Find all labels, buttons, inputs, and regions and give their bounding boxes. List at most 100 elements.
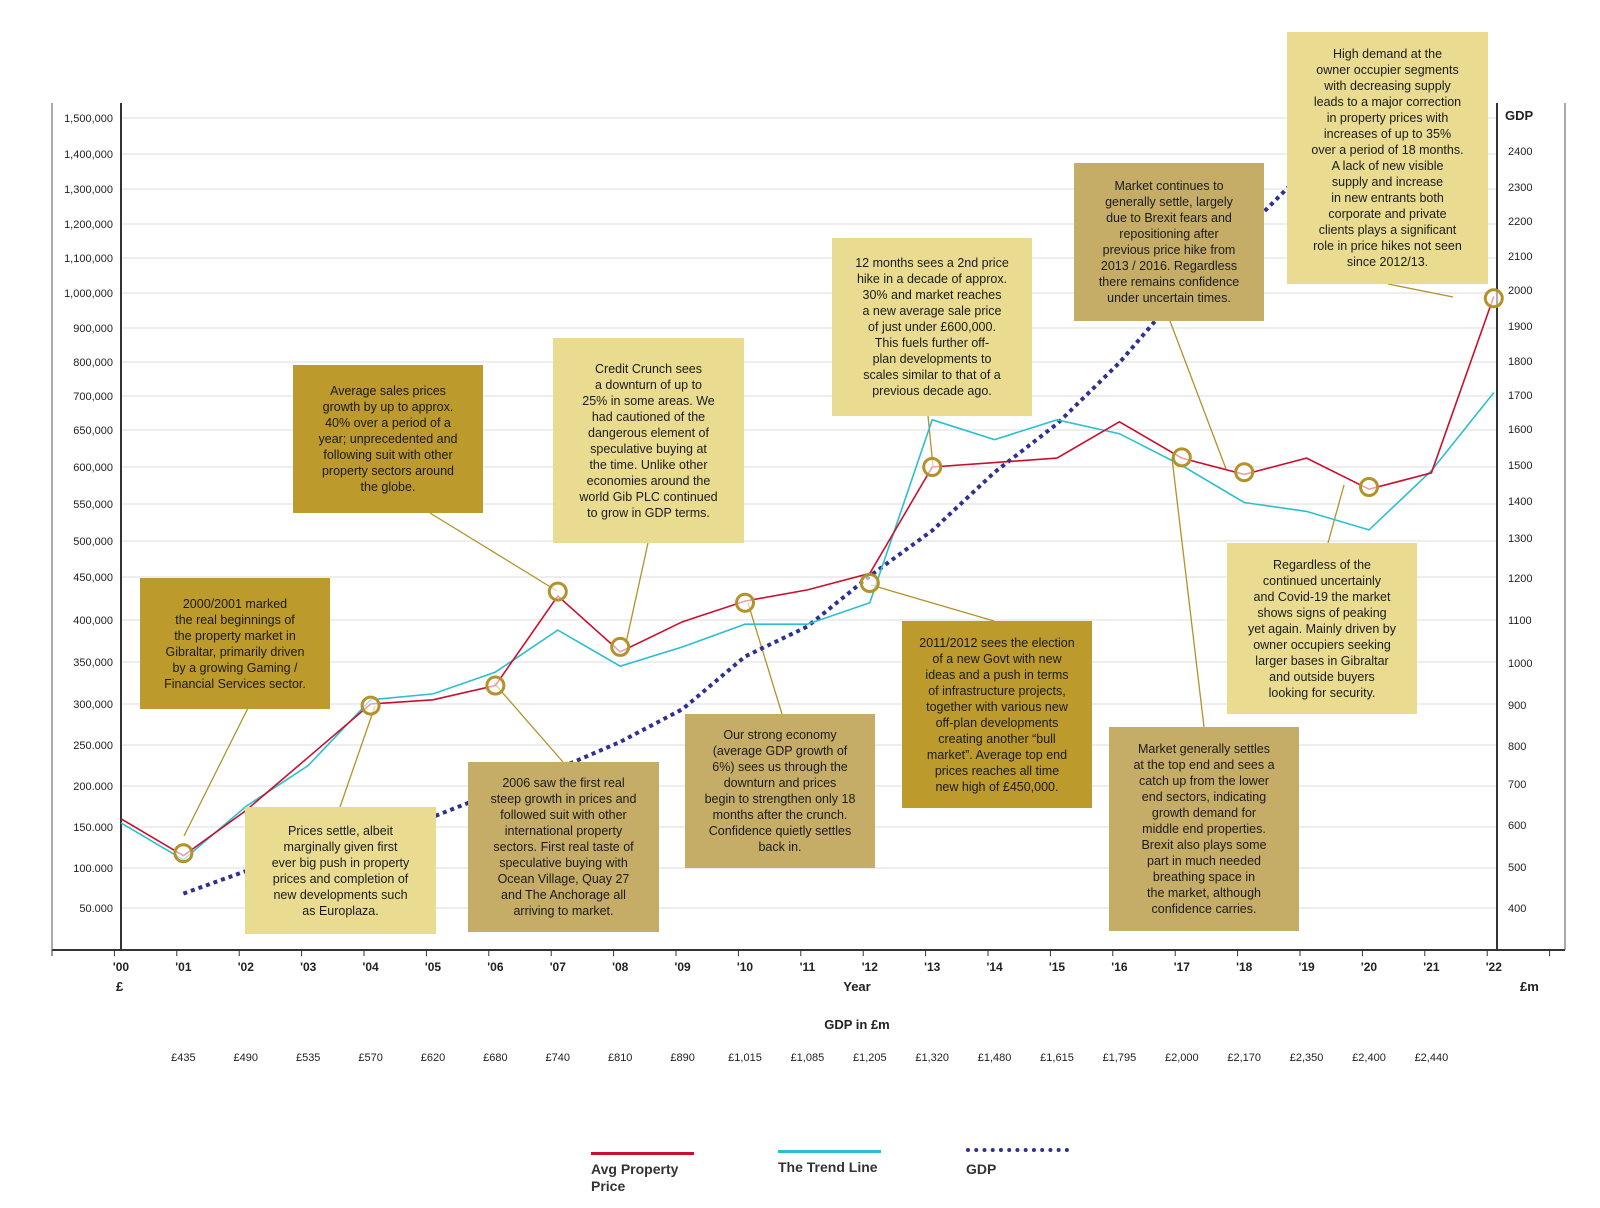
left-tick-label: 50.000 — [79, 903, 113, 915]
annotation-markers — [173, 288, 1504, 864]
right-tick-label: 1500 — [1508, 460, 1532, 472]
right-tick-label: 2300 — [1508, 182, 1532, 194]
annotation-marker — [610, 636, 631, 657]
right-tick-label: 1000 — [1508, 658, 1532, 670]
avg-property-price-line — [120, 296, 1495, 857]
gdp-row-title: GDP in £m — [824, 1017, 890, 1032]
gdp-value-label: £1,795 — [1103, 1052, 1137, 1064]
left-tick-label: 600,000 — [73, 462, 113, 474]
annotation-connector — [183, 703, 251, 837]
x-tick-label: '10 — [737, 960, 754, 974]
left-unit-label: £ — [116, 979, 124, 994]
annotation-box: Prices settle, albeit marginally given f… — [245, 807, 436, 934]
left-tick-label: 650,000 — [73, 425, 113, 437]
x-tick-label: '14 — [986, 960, 1003, 974]
annotation-connector — [625, 542, 649, 644]
gdp-value-label: £1,205 — [853, 1052, 887, 1064]
annotation-connector — [1327, 484, 1345, 544]
annotation-box: 2000/2001 marked the real beginnings of … — [140, 578, 330, 709]
right-tick-label: 1900 — [1508, 321, 1532, 333]
left-tick-label: 1,500,000 — [64, 113, 113, 125]
x-axis-ticks: '00 '01 '02 '03 '04 '05 '06 '07 '08 '09 '10 '11 '12 '… — [113, 960, 1502, 974]
annotation-connector — [429, 512, 558, 592]
right-tick-label: 400 — [1508, 903, 1526, 915]
left-tick-label: 400,000 — [73, 615, 113, 627]
axes — [51, 103, 1566, 956]
annotation-box: 12 months sees a 2nd price hike in a dec… — [832, 238, 1032, 416]
x-tick-label: '22 — [1486, 960, 1503, 974]
left-tick-label: 900,000 — [73, 323, 113, 335]
annotation-marker — [547, 581, 568, 602]
x-tick-label: '17 — [1174, 960, 1191, 974]
gdp-value-label: £2,170 — [1227, 1052, 1261, 1064]
annotation-marker — [1483, 288, 1504, 309]
annotation-connector — [1387, 283, 1454, 298]
x-tick-label: '16 — [1111, 960, 1128, 974]
legend-label-gdp: GDP — [966, 1161, 997, 1177]
left-tick-label: 250.000 — [73, 740, 113, 752]
annotation-marker — [360, 695, 381, 716]
left-tick-label: 150.000 — [73, 822, 113, 834]
gdp-value-label: £1,615 — [1040, 1052, 1074, 1064]
left-tick-label: 700,000 — [73, 391, 113, 403]
annotation-box: Credit Crunch sees a downturn of up to 2… — [553, 338, 744, 543]
left-tick-label: 1,200,000 — [64, 219, 113, 231]
gdp-value-label: £2,000 — [1165, 1052, 1199, 1064]
gdp-value-label: £570 — [358, 1052, 382, 1064]
x-tick-label: '02 — [238, 960, 255, 974]
left-tick-label: 1,100,000 — [64, 253, 113, 265]
right-unit-label: £m — [1520, 979, 1539, 994]
right-tick-label: 800 — [1508, 741, 1526, 753]
annotation-marker — [922, 457, 943, 477]
gdp-value-label: £2,440 — [1415, 1052, 1449, 1064]
legend-swatch-trend-line — [778, 1150, 881, 1153]
legend-swatch-avg-price — [591, 1152, 694, 1155]
x-tick-label: '15 — [1049, 960, 1066, 974]
gdp-value-label: £680 — [483, 1052, 507, 1064]
left-tick-label: 350,000 — [73, 657, 113, 669]
annotation-marker — [485, 675, 506, 696]
left-tick-label: 800,000 — [73, 357, 113, 369]
annotation-box: 2011/2012 sees the election of a new Gov… — [902, 621, 1092, 808]
left-tick-label: 200.000 — [73, 781, 113, 793]
x-tick-label: '18 — [1236, 960, 1253, 974]
legend-label-trend-line: The Trend Line — [778, 1159, 878, 1175]
gdp-value-label: £490 — [234, 1052, 258, 1064]
right-tick-label: 1200 — [1508, 573, 1532, 585]
x-tick-label: '07 — [550, 960, 567, 974]
annotation-box: 2006 saw the first real steep growth in … — [468, 762, 659, 932]
x-tick-label: '01 — [175, 960, 192, 974]
x-tick-label: '00 — [113, 960, 130, 974]
gdp-value-label: £435 — [171, 1052, 195, 1064]
annotation-connector — [1169, 320, 1227, 470]
left-tick-label: 1,400,000 — [64, 149, 113, 161]
right-tick-label: 1700 — [1508, 390, 1532, 402]
annotation-connector — [493, 682, 564, 763]
annotation-marker — [1359, 477, 1379, 497]
x-tick-label: '21 — [1423, 960, 1440, 974]
x-tick-label: '04 — [362, 960, 379, 974]
left-tick-label: 1,300,000 — [64, 184, 113, 196]
legend-swatch-gdp — [966, 1148, 1069, 1152]
left-tick-label: 500,000 — [73, 536, 113, 548]
gdp-value-label: £1,015 — [728, 1052, 762, 1064]
annotation-box: High demand at the owner occupier segmen… — [1287, 32, 1488, 284]
gdp-value-label: £620 — [421, 1052, 445, 1064]
right-tick-label: 1400 — [1508, 496, 1532, 508]
x-tick-label: '19 — [1298, 960, 1315, 974]
annotation-connectors — [183, 283, 1454, 837]
right-tick-label: 700 — [1508, 779, 1526, 791]
right-tick-label: 1100 — [1508, 615, 1532, 627]
left-tick-label: 1,000,000 — [64, 288, 113, 300]
gdp-value-label: £1,480 — [978, 1052, 1012, 1064]
x-tick-label: '06 — [487, 960, 504, 974]
gdp-value-label: £1,085 — [791, 1052, 825, 1064]
right-tick-label: 1600 — [1508, 424, 1532, 436]
annotation-box: Market continues to generally settle, la… — [1074, 163, 1264, 321]
right-tick-label: 1800 — [1508, 356, 1532, 368]
right-tick-label: 2000 — [1508, 285, 1532, 297]
gdp-value-label: £2,350 — [1290, 1052, 1324, 1064]
x-tick-label: '12 — [862, 960, 879, 974]
gdp-value-label: £740 — [546, 1052, 570, 1064]
annotation-connector — [870, 584, 995, 622]
